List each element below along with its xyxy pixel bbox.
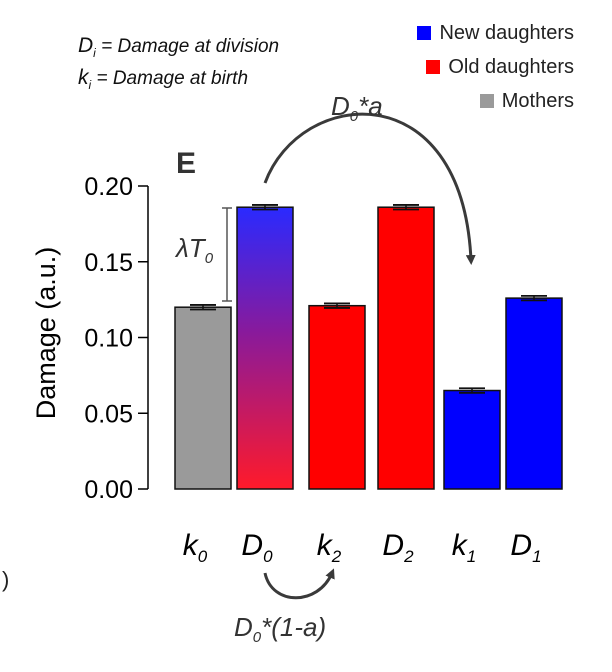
bottom-arrow-sub: 0 <box>253 629 262 646</box>
definition-subscript: i <box>93 45 96 60</box>
legend-item-mothers: Mothers <box>417 84 574 118</box>
definition-text: = Damage at division <box>95 36 280 57</box>
y-axis: 0.00 0.05 0.10 0.15 0.20 <box>84 173 149 504</box>
legend-swatch <box>479 94 494 108</box>
top-arrow-rest: *a <box>358 91 383 121</box>
legend-swatch <box>426 60 441 74</box>
x-tick-labels: k0 D0 k2 D2 k1 D1 <box>183 529 542 566</box>
svg-text:λT0: λT0 <box>174 233 214 267</box>
bottom-arrow-base: D <box>234 612 253 642</box>
y-axis-label: Damage (a.u.) <box>31 247 61 420</box>
y-tick-label: 0.15 <box>84 249 133 277</box>
legend-label: Mothers <box>501 89 574 112</box>
legend-label: Old daughters <box>448 55 574 78</box>
bottom-arrow: D0*(1-a) <box>234 568 335 646</box>
stray-parenthesis: ) <box>2 567 10 592</box>
y-tick-label: 0.00 <box>84 476 133 504</box>
x-tick-label: k0 <box>183 529 208 566</box>
panel-label: E <box>176 147 196 180</box>
y-tick-label: 0.10 <box>84 325 133 353</box>
bottom-arrow-rest: *(1-a) <box>261 612 326 642</box>
legend-item-new-daughters: New daughters <box>417 16 574 50</box>
bracket-base: λT <box>174 233 207 263</box>
definition-subscript: i <box>88 77 92 92</box>
x-tick-label: D0 <box>241 529 273 566</box>
svg-text:D0*(1-a): D0*(1-a) <box>234 612 326 646</box>
bar <box>236 206 294 490</box>
x-tick-label: k2 <box>317 529 342 566</box>
bar <box>308 304 366 490</box>
definition-division: Di = Damage at division <box>78 34 279 60</box>
legend-label: New daughters <box>439 21 574 44</box>
top-arrow: D0*a <box>263 91 476 265</box>
x-tick-label: k1 <box>452 529 476 566</box>
definition-birth: ki = Damage at birth <box>78 66 248 92</box>
legend: New daughters Old daughters Mothers <box>417 16 574 118</box>
definition-text: = Damage at birth <box>91 68 249 89</box>
y-tick-label: 0.20 <box>84 173 133 201</box>
legend-item-old-daughters: Old daughters <box>417 50 574 84</box>
x-tick-label: D2 <box>382 529 414 566</box>
bars <box>174 204 563 490</box>
definition-symbol: k <box>78 66 89 89</box>
bar <box>377 206 435 490</box>
top-arrow-base: D <box>331 91 350 121</box>
svg-text:D0*a: D0*a <box>331 91 383 125</box>
lambda-bracket: λT0 <box>174 207 232 302</box>
definition-symbol: D <box>78 34 94 57</box>
x-tick-label: D1 <box>510 529 541 566</box>
bracket-sub: 0 <box>205 250 214 267</box>
bar <box>505 297 563 490</box>
legend-swatch <box>417 26 432 40</box>
top-arrow-sub: 0 <box>350 108 359 125</box>
y-tick-label: 0.05 <box>84 400 133 428</box>
bar <box>443 389 501 490</box>
bar <box>174 306 232 490</box>
